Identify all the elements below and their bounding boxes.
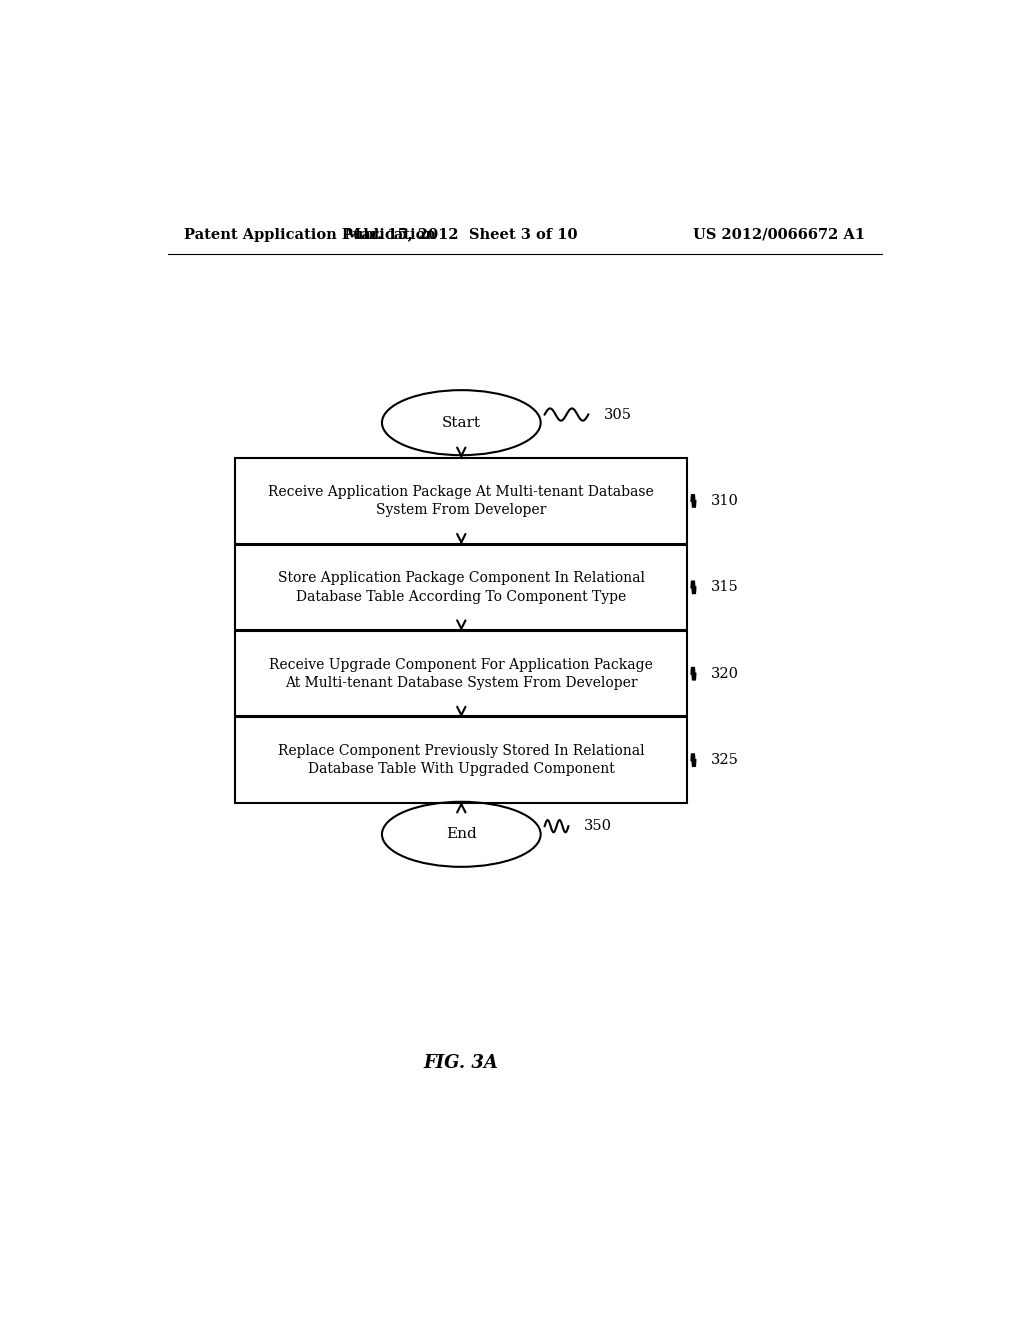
- Text: 310: 310: [712, 494, 739, 508]
- Text: 305: 305: [604, 408, 632, 421]
- Text: FIG. 3A: FIG. 3A: [424, 1053, 499, 1072]
- Text: 315: 315: [712, 581, 739, 594]
- Text: Receive Upgrade Component For Application Package
At Multi-tenant Database Syste: Receive Upgrade Component For Applicatio…: [269, 657, 653, 690]
- Text: 325: 325: [712, 754, 739, 767]
- Text: Replace Component Previously Stored In Relational
Database Table With Upgraded C: Replace Component Previously Stored In R…: [278, 744, 645, 776]
- Text: 350: 350: [585, 820, 612, 833]
- Text: Patent Application Publication: Patent Application Publication: [183, 227, 435, 242]
- Text: US 2012/0066672 A1: US 2012/0066672 A1: [692, 227, 865, 242]
- Text: Store Application Package Component In Relational
Database Table According To Co: Store Application Package Component In R…: [278, 572, 645, 603]
- Text: End: End: [445, 828, 477, 841]
- Text: Receive Application Package At Multi-tenant Database
System From Developer: Receive Application Package At Multi-ten…: [268, 484, 654, 517]
- Bar: [236, 718, 687, 803]
- Bar: [236, 631, 687, 717]
- Text: Mar. 15, 2012  Sheet 3 of 10: Mar. 15, 2012 Sheet 3 of 10: [345, 227, 578, 242]
- Bar: [236, 545, 687, 630]
- Text: Start: Start: [441, 416, 481, 430]
- Text: 320: 320: [712, 667, 739, 681]
- Bar: [236, 458, 687, 544]
